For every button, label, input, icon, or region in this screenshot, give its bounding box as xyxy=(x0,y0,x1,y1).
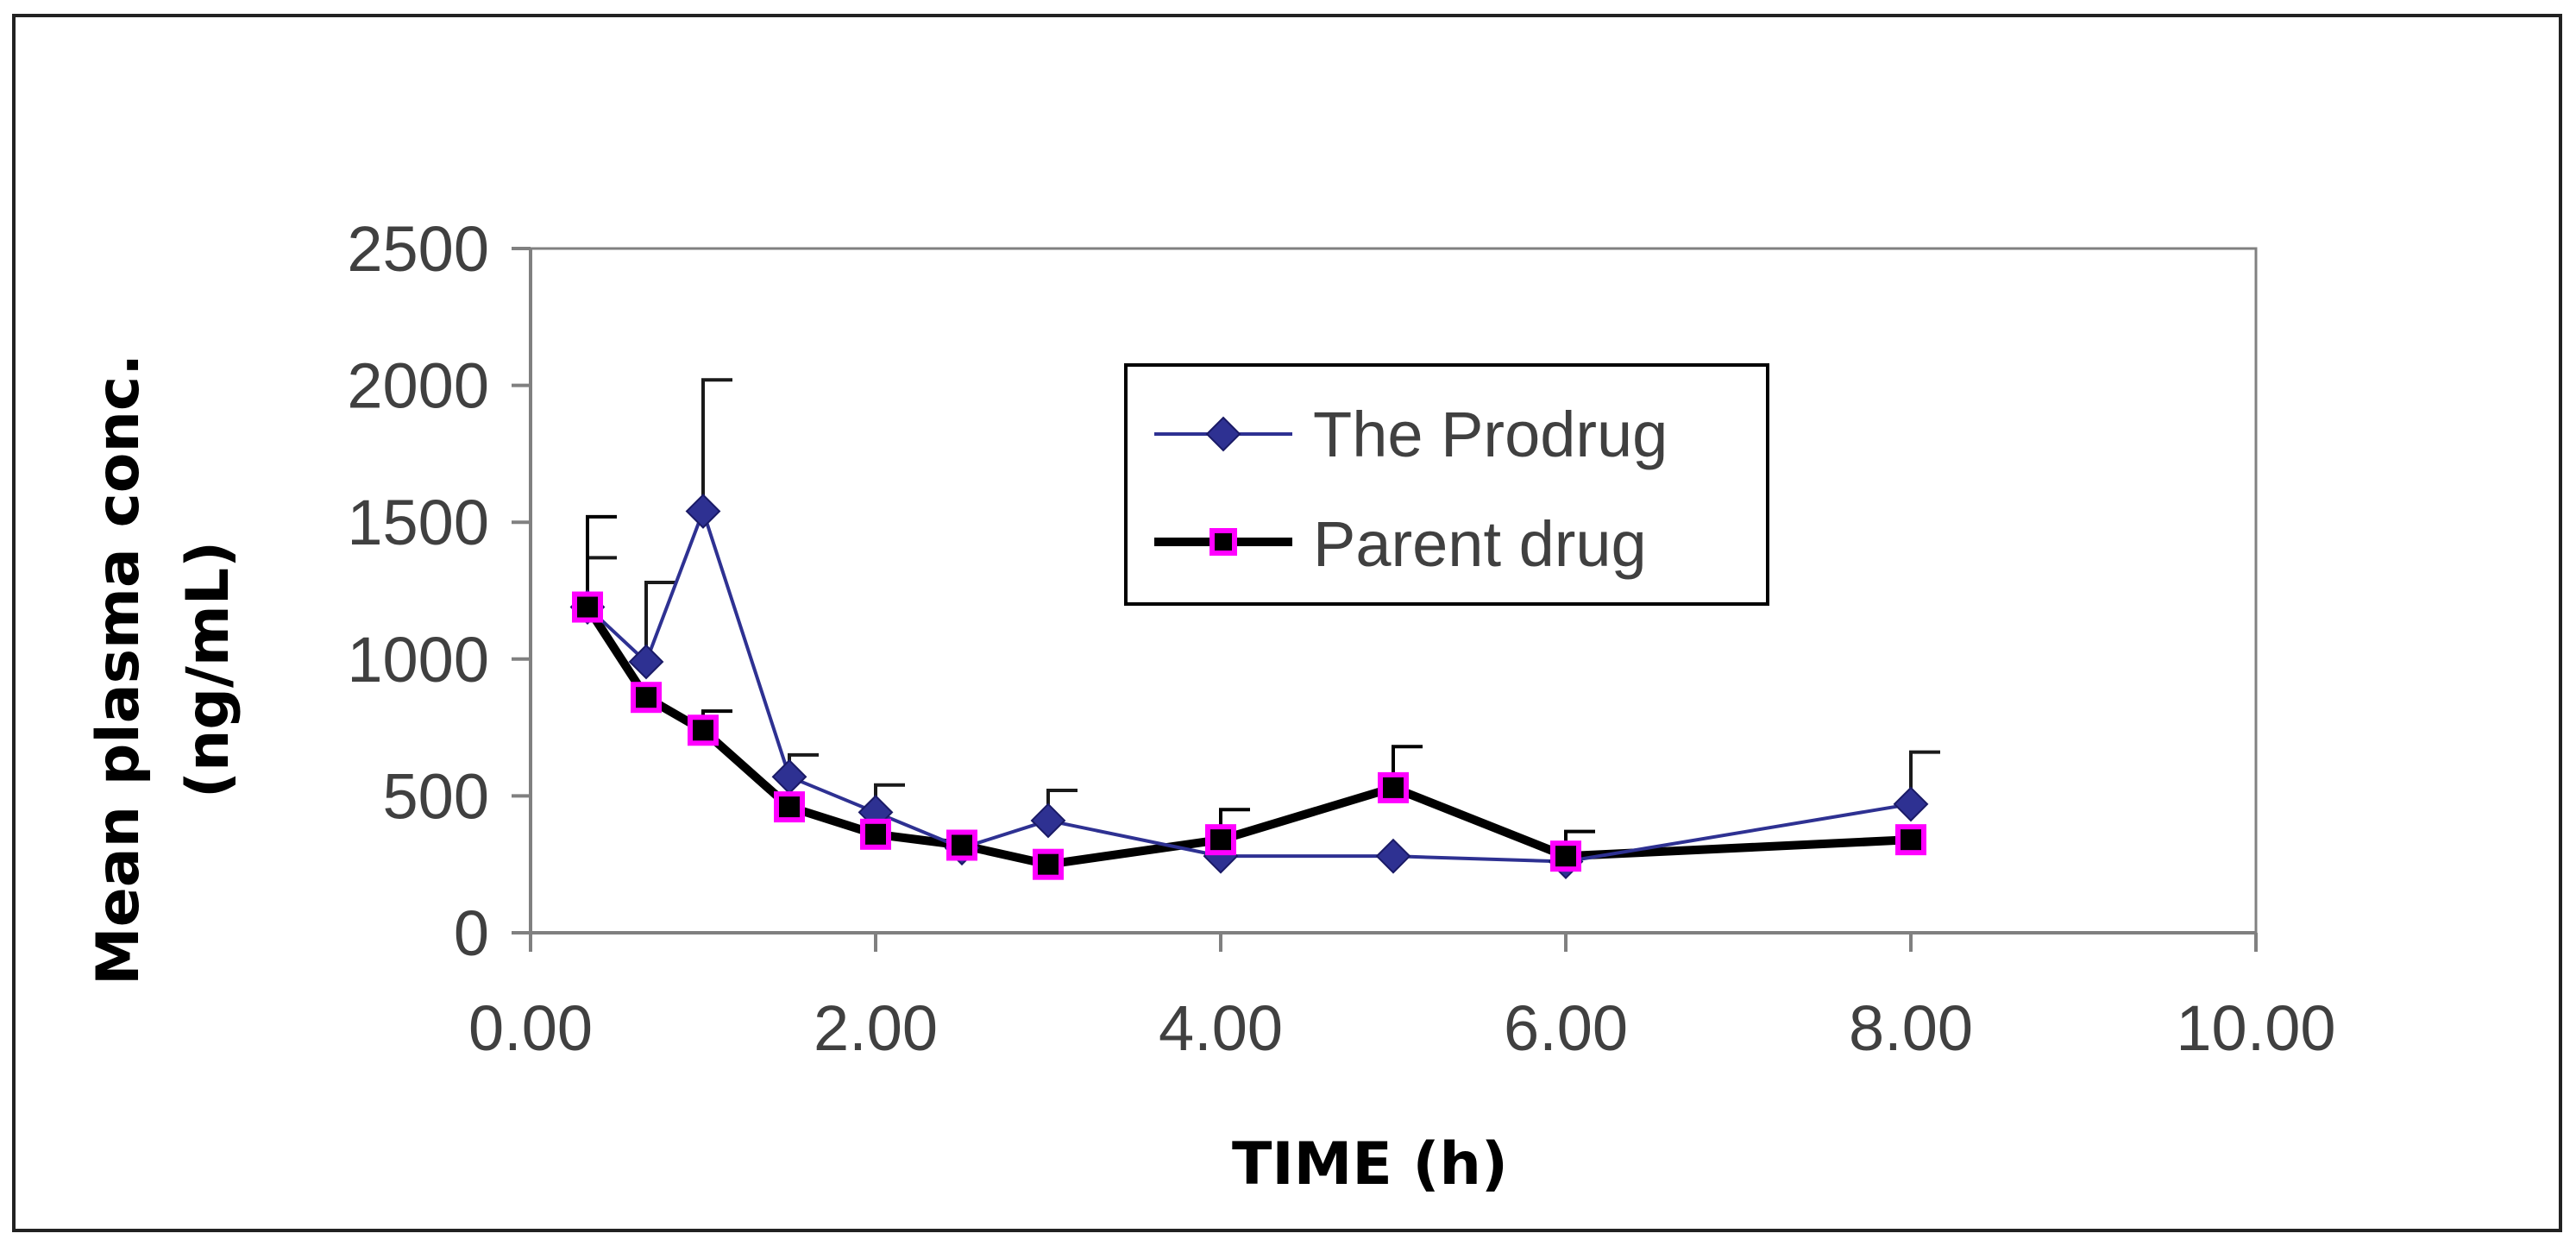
y-tick-label: 1000 xyxy=(347,624,489,695)
parent-drug-point xyxy=(946,829,977,861)
legend-marker-parent xyxy=(1209,528,1237,556)
parent-drug-point xyxy=(1378,771,1409,803)
parent-drug-point xyxy=(572,591,603,623)
prodrug-point xyxy=(1893,786,1929,822)
prodrug-point xyxy=(1030,802,1066,839)
y-axis-title-line-2: (ng/mL) xyxy=(174,541,242,798)
y-axis-title: Mean plasma conc. (ng/mL) xyxy=(85,354,242,985)
y-tick-label: 2500 xyxy=(347,213,489,285)
y-tick-label: 0 xyxy=(454,897,489,969)
ticks-layer: 0 500 1000 1500 2000 2500 0.00 2.00 4.00 6.00 8.00… xyxy=(347,213,2335,1064)
parent-drug-point xyxy=(1550,840,1581,872)
x-tick-label: 4.00 xyxy=(1159,992,1283,1064)
x-axis-title: TIME (h) xyxy=(1232,1130,1508,1199)
x-tick-label: 0.00 xyxy=(468,992,593,1064)
parent-drug-point xyxy=(1205,824,1236,856)
prodrug-point xyxy=(1375,838,1411,874)
y-tick-label: 1500 xyxy=(347,487,489,558)
parent-drug-point xyxy=(1033,848,1064,880)
series-layer xyxy=(569,494,1929,880)
legend-label-prodrug: The Prodrug xyxy=(1313,399,1668,470)
legend: The Prodrug Parent drug xyxy=(1124,363,1769,606)
parent-drug-point xyxy=(1895,824,1926,856)
x-tick-label: 2.00 xyxy=(814,992,938,1064)
axes-layer xyxy=(529,249,2256,934)
parent-drug-point xyxy=(631,682,662,714)
x-tick-label: 6.00 xyxy=(1504,992,1628,1064)
x-tick-label: 8.00 xyxy=(1849,992,1973,1064)
prodrug-point xyxy=(628,644,664,680)
y-axis-title-line-1: Mean plasma conc. xyxy=(85,354,153,985)
parent-drug-point xyxy=(688,714,719,746)
y-tick-label: 2000 xyxy=(347,350,489,422)
x-tick-label: 10.00 xyxy=(2176,992,2335,1064)
parent-drug-point xyxy=(860,818,891,850)
legend-label-parent: Parent drug xyxy=(1313,508,1647,580)
legend-box xyxy=(1124,363,1769,606)
legend-marker-prodrug xyxy=(1205,416,1241,452)
prodrug-point xyxy=(685,494,721,529)
y-tick-label: 500 xyxy=(383,760,489,832)
parent-drug-point xyxy=(774,791,805,823)
